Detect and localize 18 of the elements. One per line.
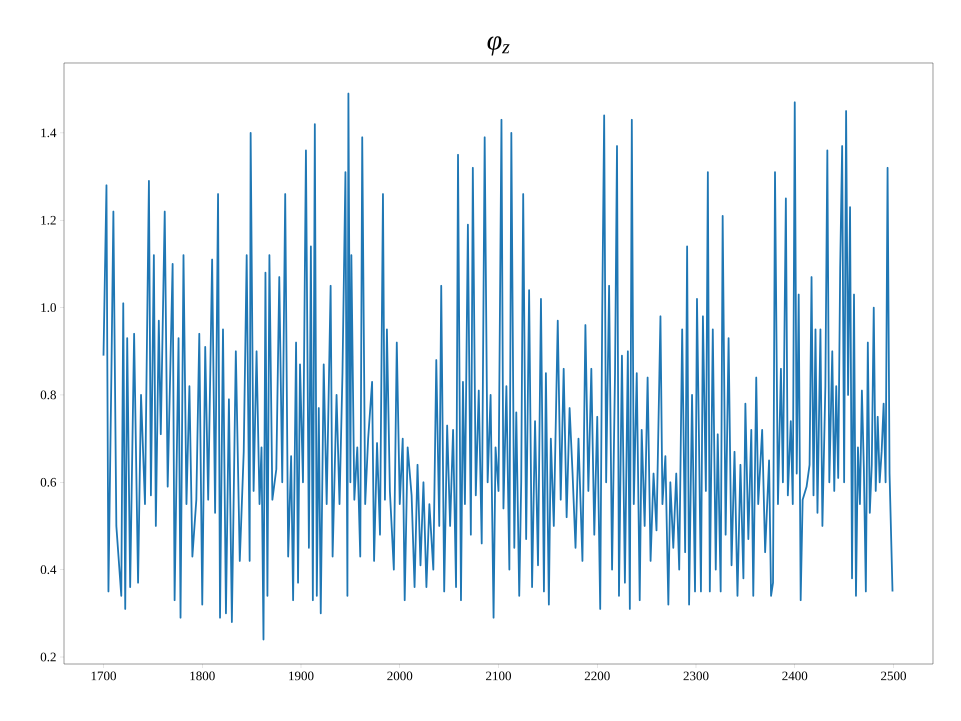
x-tick-label: 1900 (289, 672, 314, 680)
y-tick-label: 0.4 (40, 565, 56, 574)
y-tick-label: 1.0 (41, 303, 56, 312)
y-tick-label: 0.6 (40, 478, 56, 487)
y-tick-label: 0.8 (40, 390, 56, 400)
x-tick-label: 2500 (881, 672, 906, 680)
x-tick-label: 1800 (190, 672, 215, 680)
x-tick-label: 2200 (584, 672, 610, 680)
x-tick-label: 1700 (92, 672, 116, 680)
y-tick-label: 1.2 (41, 216, 56, 225)
x-tick-label: 2300 (684, 672, 709, 680)
x-tick-label: 2000 (387, 672, 412, 680)
line-series (102, 92, 894, 640)
x-tick-label: 2100 (486, 672, 512, 680)
y-tick-label: 0.2 (40, 652, 56, 662)
x-tick-label: 2400 (782, 672, 808, 680)
chart-title: φ$_{z}$ (488, 36, 510, 56)
y-tick-label: 1.4 (41, 128, 56, 138)
